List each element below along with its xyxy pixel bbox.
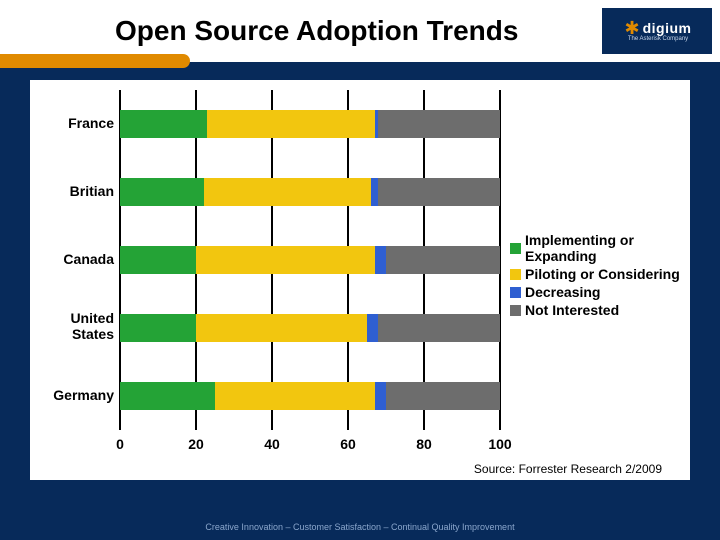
slide-header: Open Source Adoption Trends ✱ digium The…: [0, 0, 720, 62]
bar-segment: [378, 314, 500, 342]
bar-segment: [386, 382, 500, 410]
x-axis-tick: 60: [340, 436, 356, 452]
legend-label: Decreasing: [525, 284, 600, 300]
bar-segment: [367, 314, 378, 342]
header-accent-swoosh: [0, 54, 190, 68]
bar-segment: [196, 246, 375, 274]
y-axis-label: UnitedStates: [36, 310, 114, 342]
bar-segment: [207, 110, 374, 138]
bar-segment: [120, 110, 207, 138]
slide-title: Open Source Adoption Trends: [115, 15, 518, 47]
bar-segment: [378, 110, 500, 138]
legend-item: Implementing or Expanding: [510, 232, 690, 264]
bar-segment: [196, 314, 367, 342]
legend-label: Piloting or Considering: [525, 266, 680, 282]
y-axis-label: Germany: [36, 387, 114, 403]
legend-item: Piloting or Considering: [510, 266, 690, 282]
legend-label: Not Interested: [525, 302, 619, 318]
y-axis-label: Canada: [36, 251, 114, 267]
footer-tagline: Creative Innovation – Customer Satisfact…: [0, 522, 720, 532]
legend-item: Not Interested: [510, 302, 690, 318]
bar-row: [120, 246, 500, 274]
legend-swatch: [510, 269, 521, 280]
bar-segment: [378, 178, 500, 206]
chart-legend: Implementing or Expanding Piloting or Con…: [510, 232, 690, 320]
legend-item: Decreasing: [510, 284, 690, 300]
legend-swatch: [510, 243, 521, 254]
y-axis-label: France: [36, 115, 114, 131]
digium-logo: ✱ digium The Asterisk Company: [602, 8, 712, 54]
bar-segment: [386, 246, 500, 274]
bar-row: [120, 178, 500, 206]
slide: Open Source Adoption Trends ✱ digium The…: [0, 0, 720, 540]
bar-segment: [375, 382, 386, 410]
source-citation: Source: Forrester Research 2/2009: [474, 462, 662, 476]
x-axis-tick: 0: [116, 436, 124, 452]
bar-segment: [215, 382, 375, 410]
legend-swatch: [510, 305, 521, 316]
logo-text: digium: [643, 20, 692, 36]
chart-panel: FranceBritianCanadaUnitedStatesGermany 0…: [30, 80, 690, 480]
bar-segment: [120, 178, 204, 206]
bar-row: [120, 110, 500, 138]
x-axis-tick: 20: [188, 436, 204, 452]
legend-label: Implementing or Expanding: [525, 232, 690, 264]
legend-swatch: [510, 287, 521, 298]
bar-segment: [375, 246, 386, 274]
bar-segment: [120, 246, 196, 274]
bar-segment: [371, 178, 379, 206]
logo-tagline: The Asterisk Company: [628, 36, 688, 42]
bar-row: [120, 314, 500, 342]
y-axis-label: Britian: [36, 183, 114, 199]
x-axis-tick: 100: [488, 436, 511, 452]
x-axis-tick: 80: [416, 436, 432, 452]
bar-row: [120, 382, 500, 410]
bar-segment: [204, 178, 371, 206]
stacked-bar-chart: FranceBritianCanadaUnitedStatesGermany: [120, 90, 500, 430]
x-axis-tick: 40: [264, 436, 280, 452]
asterisk-icon: ✱: [625, 21, 640, 35]
bar-segment: [120, 314, 196, 342]
bar-segment: [120, 382, 215, 410]
